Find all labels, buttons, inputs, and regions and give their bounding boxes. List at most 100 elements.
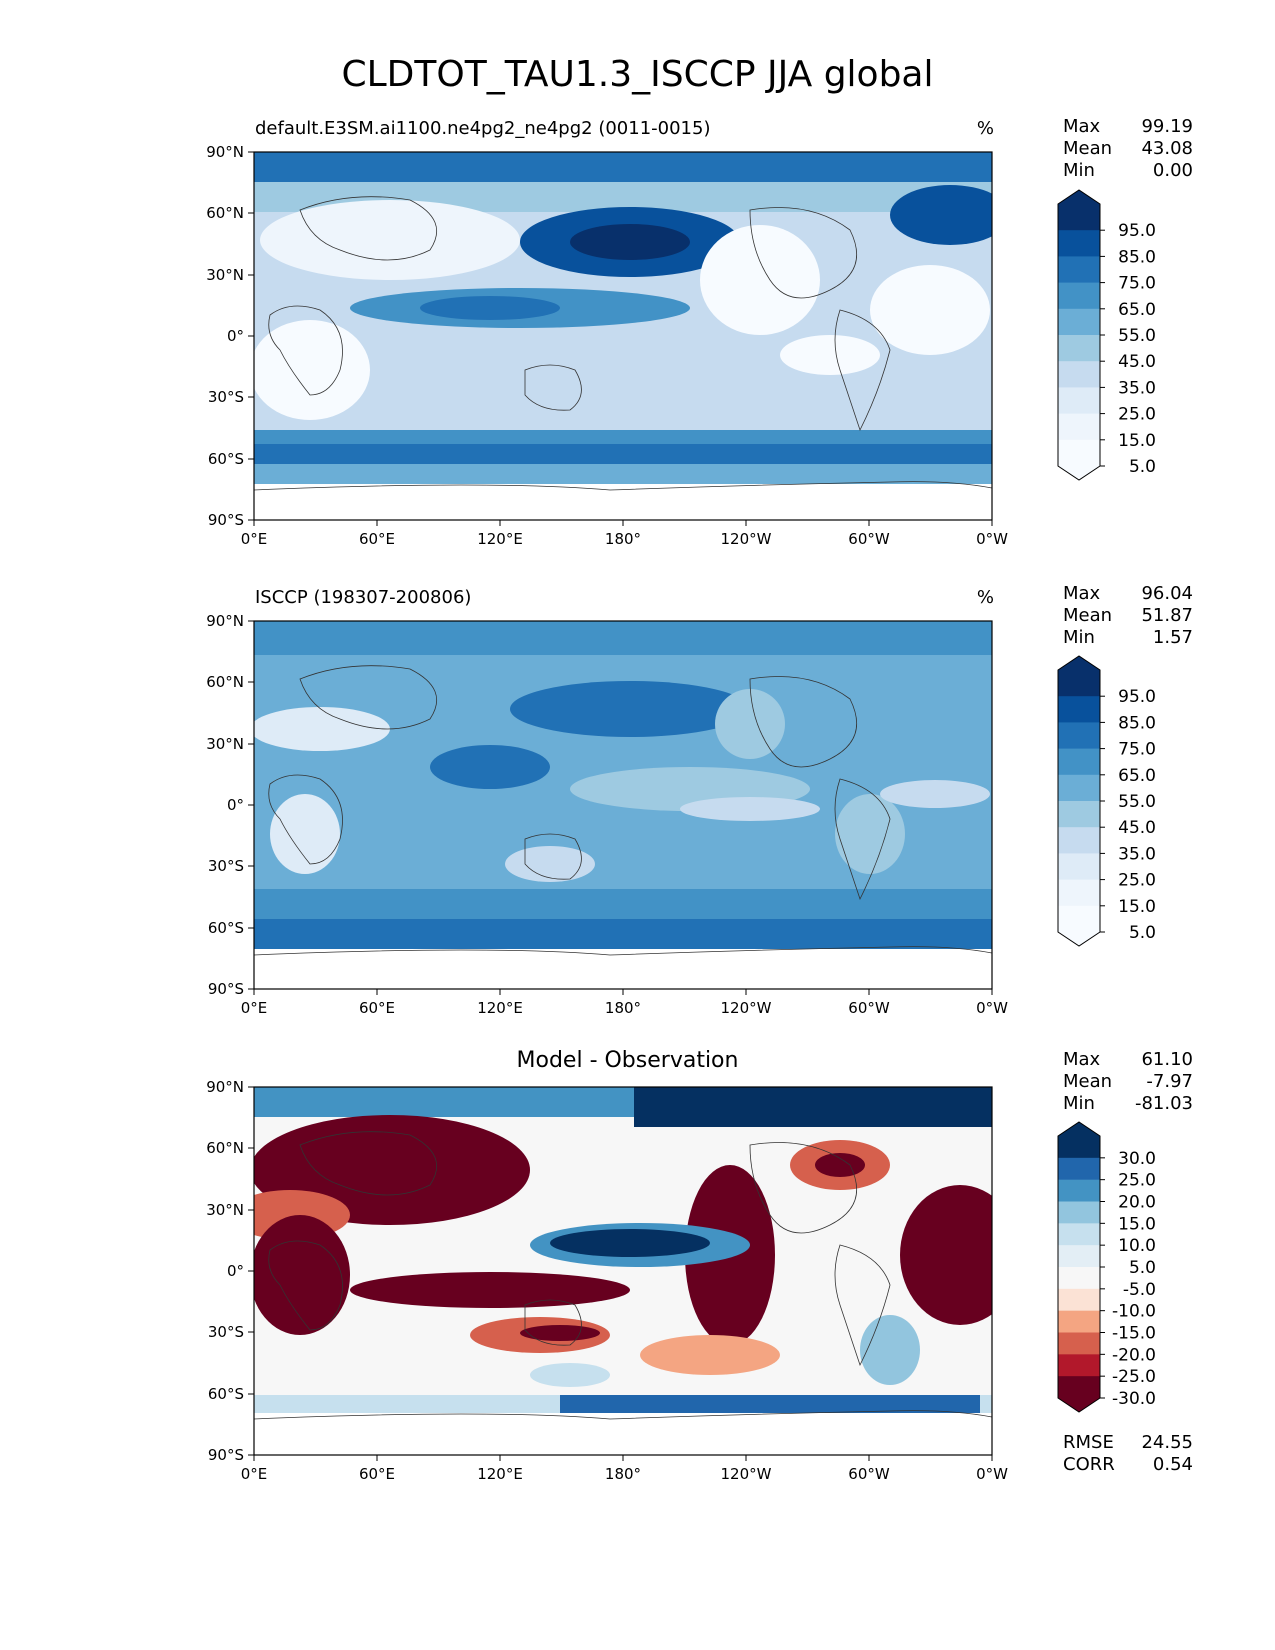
- colorbar-swatch: [1058, 1288, 1100, 1312]
- colorbar-swatch: [1058, 722, 1100, 750]
- lat-tick-label: 60°S: [208, 1385, 244, 1403]
- colorbar-swatch: [1058, 282, 1100, 310]
- lat-tick-label: 30°S: [208, 1323, 244, 1341]
- stat-value: 43.08: [1141, 138, 1193, 159]
- stat-label: CORR: [1063, 1454, 1115, 1475]
- colorbar-swatch: [1058, 1136, 1100, 1159]
- colorbar-extend-top: [1058, 1122, 1100, 1136]
- stat-value: -7.97: [1146, 1071, 1193, 1092]
- colorbar-tick-label: 65.0: [1118, 766, 1156, 786]
- colorbar-swatch: [1058, 1332, 1100, 1355]
- lon-tick-label: 60°E: [359, 999, 395, 1017]
- lat-tick-label: 30°S: [208, 857, 244, 875]
- stat-value: 24.55: [1141, 1432, 1193, 1453]
- colorbar-swatch: [1058, 1267, 1100, 1290]
- lat-tick-label: 60°N: [206, 673, 244, 691]
- colorbar-swatch: [1058, 801, 1100, 828]
- colorbar-tick-label: 25.0: [1118, 405, 1156, 425]
- colorbar-swatch: [1058, 413, 1100, 441]
- stat-value: 96.04: [1141, 583, 1193, 604]
- lon-tick-label: 0°E: [241, 1465, 268, 1483]
- colorbar-swatch: [1058, 1157, 1100, 1181]
- colorbar-swatch: [1058, 1354, 1100, 1377]
- lat-tick-label: 90°N: [206, 143, 244, 161]
- lat-tick-label: 90°S: [208, 980, 244, 998]
- lat-tick-label: 90°N: [206, 1078, 244, 1096]
- colorbar-tick-label: 45.0: [1118, 352, 1156, 372]
- colorbar-swatch: [1058, 774, 1100, 802]
- lon-tick-label: 0°E: [241, 530, 268, 548]
- colorbar-tick-label: 10.0: [1118, 1236, 1156, 1256]
- colorbar-swatch: [1058, 387, 1100, 415]
- lat-tick-label: 30°N: [206, 735, 244, 753]
- lat-tick-label: 0°: [227, 1262, 244, 1280]
- stats-difference: Max 61.10 Mean -7.97 Min -81.03: [1063, 1049, 1193, 1115]
- colorbar-tick-label: -10.0: [1112, 1302, 1156, 1322]
- colorbar-extend-bottom: [1058, 466, 1100, 480]
- colorbar-tick-label: -20.0: [1112, 1345, 1156, 1365]
- lon-tick-label: 0°W: [976, 530, 1008, 548]
- colorbar-swatch: [1058, 748, 1100, 776]
- stats-observation: Max 96.04 Mean 51.87 Min 1.57: [1063, 583, 1193, 649]
- stat-label: Max: [1063, 583, 1101, 604]
- stat-value: 1.57: [1152, 627, 1193, 648]
- colorbar-tick-label: 75.0: [1118, 274, 1156, 294]
- stats-model: Max 99.19 Mean 43.08 Min 0.00: [1063, 116, 1193, 182]
- lon-tick-label: 0°W: [976, 999, 1008, 1017]
- lon-axis: 0°E 60°E 120°E 180° 120°W 60°W 0°W: [241, 520, 1008, 548]
- lat-tick-label: 90°N: [206, 612, 244, 630]
- lon-tick-label: 180°: [605, 1465, 641, 1483]
- lon-tick-label: 180°: [605, 999, 641, 1017]
- lat-axis: 90°N 60°N 30°N 0° 30°S 60°S 90°S: [206, 1078, 254, 1464]
- colorbar-swatch: [1058, 1245, 1100, 1268]
- stat-label: Mean: [1063, 605, 1113, 626]
- colorbar-swatch: [1058, 256, 1100, 284]
- colorbar-tick-label: 35.0: [1118, 844, 1156, 864]
- colorbar-tick-label: 25.0: [1118, 871, 1156, 891]
- colorbar-swatch: [1058, 1310, 1100, 1333]
- lat-tick-label: 60°S: [208, 919, 244, 937]
- stat-value: -81.03: [1134, 1093, 1193, 1114]
- lon-tick-label: 120°W: [721, 999, 772, 1017]
- colorbar-tick-label: 45.0: [1118, 818, 1156, 838]
- stat-label: Max: [1063, 1049, 1101, 1070]
- lat-tick-label: 90°S: [208, 511, 244, 529]
- lon-tick-label: 120°E: [477, 530, 523, 548]
- colorbar-swatch: [1058, 696, 1100, 723]
- lat-tick-label: 30°N: [206, 266, 244, 284]
- colorbar-difference: 30.025.020.015.010.05.0-5.0-10.0-15.0-20…: [1057, 1121, 1156, 1413]
- stat-value: 0.00: [1152, 160, 1193, 181]
- colorbar-tick-label: 95.0: [1118, 221, 1156, 241]
- stats-rmse-corr: RMSE 24.55 CORR 0.54: [1063, 1432, 1193, 1476]
- map-observation: 90°N 60°N 30°N 0° 30°S 60°S 90°S 0°E 60°…: [206, 612, 1008, 1017]
- colorbar-observation: 95.0 85.0 75.0 65.0 55.0 45.0 35.0 25.0 15.0 5.0: [1057, 655, 1156, 947]
- stat-label: Min: [1063, 160, 1095, 181]
- colorbar-tick-label: 85.0: [1118, 713, 1156, 733]
- panel-obs-units: %: [976, 587, 994, 608]
- colorbar-swatch: [1058, 335, 1100, 362]
- colorbar-swatch: [1058, 439, 1100, 467]
- lon-axis: 0°E 60°E 120°E 180° 120°W 60°W 0°W: [241, 989, 1008, 1017]
- lat-tick-label: 60°N: [206, 1139, 244, 1157]
- lon-tick-label: 120°E: [477, 1465, 523, 1483]
- colorbar-swatch: [1058, 879, 1100, 907]
- colorbar-extend-bottom: [1058, 932, 1100, 946]
- lon-tick-label: 120°E: [477, 999, 523, 1017]
- lon-tick-label: 120°W: [721, 530, 772, 548]
- lon-tick-label: 60°E: [359, 530, 395, 548]
- lon-tick-label: 0°E: [241, 999, 268, 1017]
- lat-tick-label: 0°: [227, 327, 244, 345]
- colorbar-swatch: [1058, 204, 1100, 231]
- colorbar-tick-label: 75.0: [1118, 740, 1156, 760]
- colorbar-tick-label: -30.0: [1112, 1389, 1156, 1409]
- colorbar-tick-label: -5.0: [1123, 1280, 1156, 1300]
- colorbar-tick-label: 15.0: [1118, 1214, 1156, 1234]
- colorbar-tick-label: 65.0: [1118, 300, 1156, 320]
- stat-value: 61.10: [1141, 1049, 1193, 1070]
- panel-diff-title: Model - Observation: [516, 1048, 739, 1073]
- map-difference: 90°N 60°N 30°N 0° 30°S 60°S 90°S 0°E 60°…: [206, 1078, 1008, 1483]
- colorbar-tick-label: -15.0: [1112, 1324, 1156, 1344]
- lon-tick-label: 60°W: [848, 530, 890, 548]
- stat-label: Mean: [1063, 138, 1113, 159]
- lon-tick-label: 60°W: [848, 999, 890, 1017]
